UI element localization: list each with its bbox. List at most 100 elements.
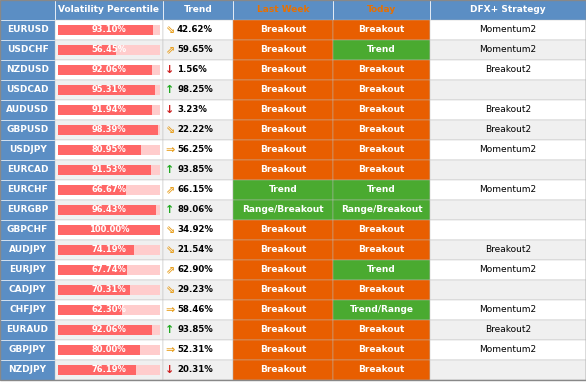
Bar <box>233 60 333 80</box>
Text: 98.25%: 98.25% <box>177 86 213 94</box>
Text: Breakout: Breakout <box>260 246 306 254</box>
Text: 80.95%: 80.95% <box>91 146 127 154</box>
Text: 93.10%: 93.10% <box>91 26 127 34</box>
Bar <box>333 200 430 220</box>
Text: ⇗: ⇗ <box>165 45 175 55</box>
Text: Breakout: Breakout <box>358 165 405 175</box>
Bar <box>55 100 163 120</box>
Bar <box>430 200 586 220</box>
Text: Breakout: Breakout <box>260 165 306 175</box>
Bar <box>233 200 333 220</box>
Text: Breakout: Breakout <box>260 65 306 74</box>
Bar <box>58 45 160 55</box>
Bar <box>163 0 233 20</box>
Bar <box>58 205 160 215</box>
Bar <box>0 260 55 280</box>
Bar <box>333 340 430 360</box>
Bar <box>233 180 333 200</box>
Text: Breakout: Breakout <box>260 285 306 295</box>
Text: Breakout2: Breakout2 <box>485 246 531 254</box>
Text: EURCHF: EURCHF <box>7 186 48 194</box>
Text: 3.23%: 3.23% <box>177 105 207 115</box>
Bar <box>430 260 586 280</box>
Text: Trend: Trend <box>268 186 297 194</box>
Text: 21.54%: 21.54% <box>177 246 213 254</box>
Bar <box>58 105 160 115</box>
Text: Trend/Range: Trend/Range <box>349 306 414 314</box>
Text: Breakout: Breakout <box>358 246 405 254</box>
Text: 76.19%: 76.19% <box>91 366 127 374</box>
Text: 92.06%: 92.06% <box>91 325 127 335</box>
Text: Breakout: Breakout <box>358 285 405 295</box>
Text: 96.43%: 96.43% <box>91 206 127 215</box>
Text: Momentum2: Momentum2 <box>479 186 537 194</box>
Bar <box>163 40 233 60</box>
Bar <box>163 340 233 360</box>
Bar <box>55 20 163 40</box>
Bar <box>58 205 156 215</box>
Text: ⇘: ⇘ <box>165 25 175 35</box>
Text: 59.65%: 59.65% <box>177 45 213 55</box>
Text: ⇒: ⇒ <box>165 305 175 315</box>
Text: ↑: ↑ <box>165 165 175 175</box>
Bar <box>163 180 233 200</box>
Bar <box>430 340 586 360</box>
Bar <box>430 240 586 260</box>
Text: EURJPY: EURJPY <box>9 265 46 275</box>
Text: 20.31%: 20.31% <box>177 366 213 374</box>
Text: ⇗: ⇗ <box>165 265 175 275</box>
Text: Breakout2: Breakout2 <box>485 105 531 115</box>
Text: AUDUSD: AUDUSD <box>6 105 49 115</box>
Bar <box>58 325 160 335</box>
Bar <box>333 100 430 120</box>
Bar <box>430 280 586 300</box>
Bar <box>430 100 586 120</box>
Text: Breakout: Breakout <box>260 105 306 115</box>
Bar <box>55 320 163 340</box>
Bar <box>55 280 163 300</box>
Bar <box>163 360 233 380</box>
Bar <box>333 120 430 140</box>
Bar <box>333 180 430 200</box>
Bar <box>333 40 430 60</box>
Bar <box>58 85 155 95</box>
Text: 29.23%: 29.23% <box>177 285 213 295</box>
Text: Breakout: Breakout <box>358 325 405 335</box>
Bar <box>58 305 121 315</box>
Text: Breakout: Breakout <box>358 105 405 115</box>
Text: 42.62%: 42.62% <box>177 26 213 34</box>
Bar <box>58 125 158 135</box>
Bar <box>333 260 430 280</box>
Text: ↓: ↓ <box>165 105 175 115</box>
Bar <box>58 45 115 55</box>
Text: 67.74%: 67.74% <box>91 265 127 275</box>
Text: Breakout2: Breakout2 <box>485 325 531 335</box>
Bar <box>430 80 586 100</box>
Bar <box>58 125 160 135</box>
Bar <box>0 20 55 40</box>
Text: ↑: ↑ <box>165 205 175 215</box>
Bar <box>163 80 233 100</box>
Bar <box>430 180 586 200</box>
Text: 98.39%: 98.39% <box>91 126 127 134</box>
Text: ↑: ↑ <box>165 325 175 335</box>
Bar <box>430 220 586 240</box>
Bar <box>333 0 430 20</box>
Bar <box>163 320 233 340</box>
Text: Breakout: Breakout <box>260 146 306 154</box>
Bar <box>333 160 430 180</box>
Text: 93.85%: 93.85% <box>177 165 213 175</box>
Bar <box>163 200 233 220</box>
Text: 92.06%: 92.06% <box>91 65 127 74</box>
Bar <box>58 365 160 375</box>
Text: 95.31%: 95.31% <box>91 86 127 94</box>
Text: Breakout: Breakout <box>358 86 405 94</box>
Bar <box>58 365 136 375</box>
Bar <box>163 100 233 120</box>
Bar <box>233 320 333 340</box>
Bar <box>55 140 163 160</box>
Text: 62.30%: 62.30% <box>91 306 127 314</box>
Text: Momentum2: Momentum2 <box>479 146 537 154</box>
Bar <box>233 140 333 160</box>
Text: Breakout: Breakout <box>358 345 405 354</box>
